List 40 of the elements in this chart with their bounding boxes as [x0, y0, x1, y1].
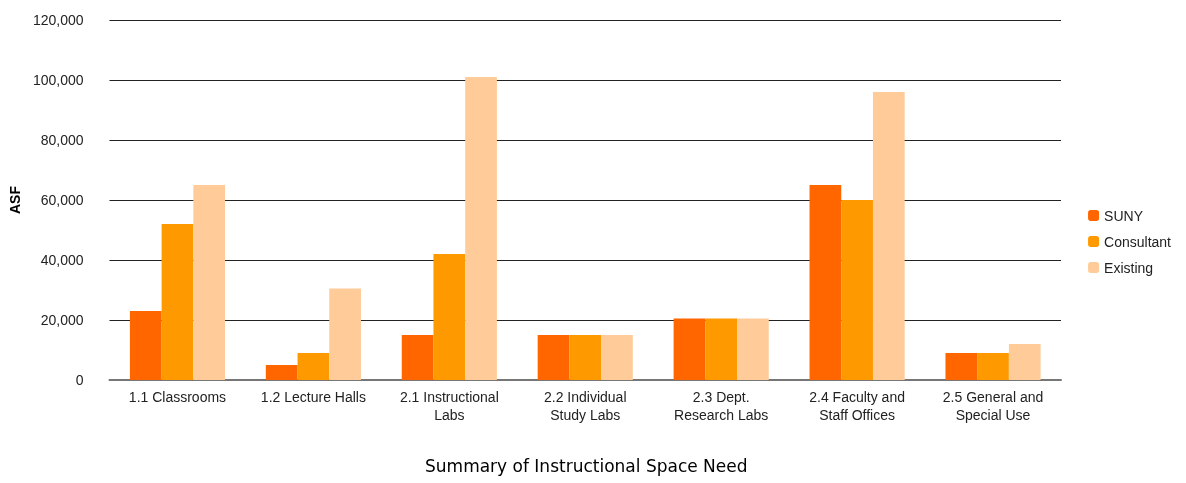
bar — [1008, 344, 1041, 380]
y-tick-label: 120,000 — [32, 12, 84, 28]
y-tick-label: 20,000 — [40, 312, 84, 328]
x-tick-label: 2.2 Individual Study Labs — [544, 389, 627, 423]
text: Summary of Instructional Space Need — [425, 455, 748, 476]
x-tick-label: 1.2 Lecture Halls — [260, 389, 366, 405]
y-tick-label: 40,000 — [40, 252, 84, 268]
x-tick-label: 2.3 Dept. Research Labs — [674, 389, 769, 423]
x-tick-label: 2.5 General and Special Use — [942, 389, 1044, 423]
y-axis-title: ASF — [7, 185, 23, 214]
legend-label: Consultant — [1104, 233, 1172, 250]
bar — [129, 311, 162, 380]
bar — [433, 254, 466, 380]
bar — [705, 318, 738, 380]
bar — [945, 353, 978, 380]
x-tick-label: 2.4 Faculty and Staff Offices — [809, 389, 905, 423]
bar — [193, 185, 226, 380]
legend-label: SUNY — [1104, 207, 1144, 224]
bar — [601, 335, 633, 380]
bar — [569, 335, 602, 380]
legend-label: Existing — [1104, 259, 1154, 276]
x-tick-label: 2.1 Instructional Labs — [399, 389, 499, 423]
bar — [977, 353, 1009, 380]
bar — [537, 335, 570, 380]
y-tick-label: 60,000 — [40, 192, 84, 208]
bar — [329, 288, 361, 380]
y-tick-label: 100,000 — [32, 72, 84, 88]
bar — [297, 353, 330, 380]
y-tick-label: 80,000 — [40, 132, 84, 148]
bar — [673, 318, 706, 380]
bar — [161, 224, 194, 380]
bar — [872, 92, 905, 380]
x-tick-label: 1.1 Classrooms — [128, 389, 227, 405]
bar — [841, 200, 873, 380]
bar — [809, 185, 842, 380]
bar — [265, 365, 298, 380]
bar — [401, 335, 434, 380]
bar — [465, 77, 497, 380]
bar — [737, 318, 769, 380]
y-tick-label: 0 — [75, 372, 84, 388]
